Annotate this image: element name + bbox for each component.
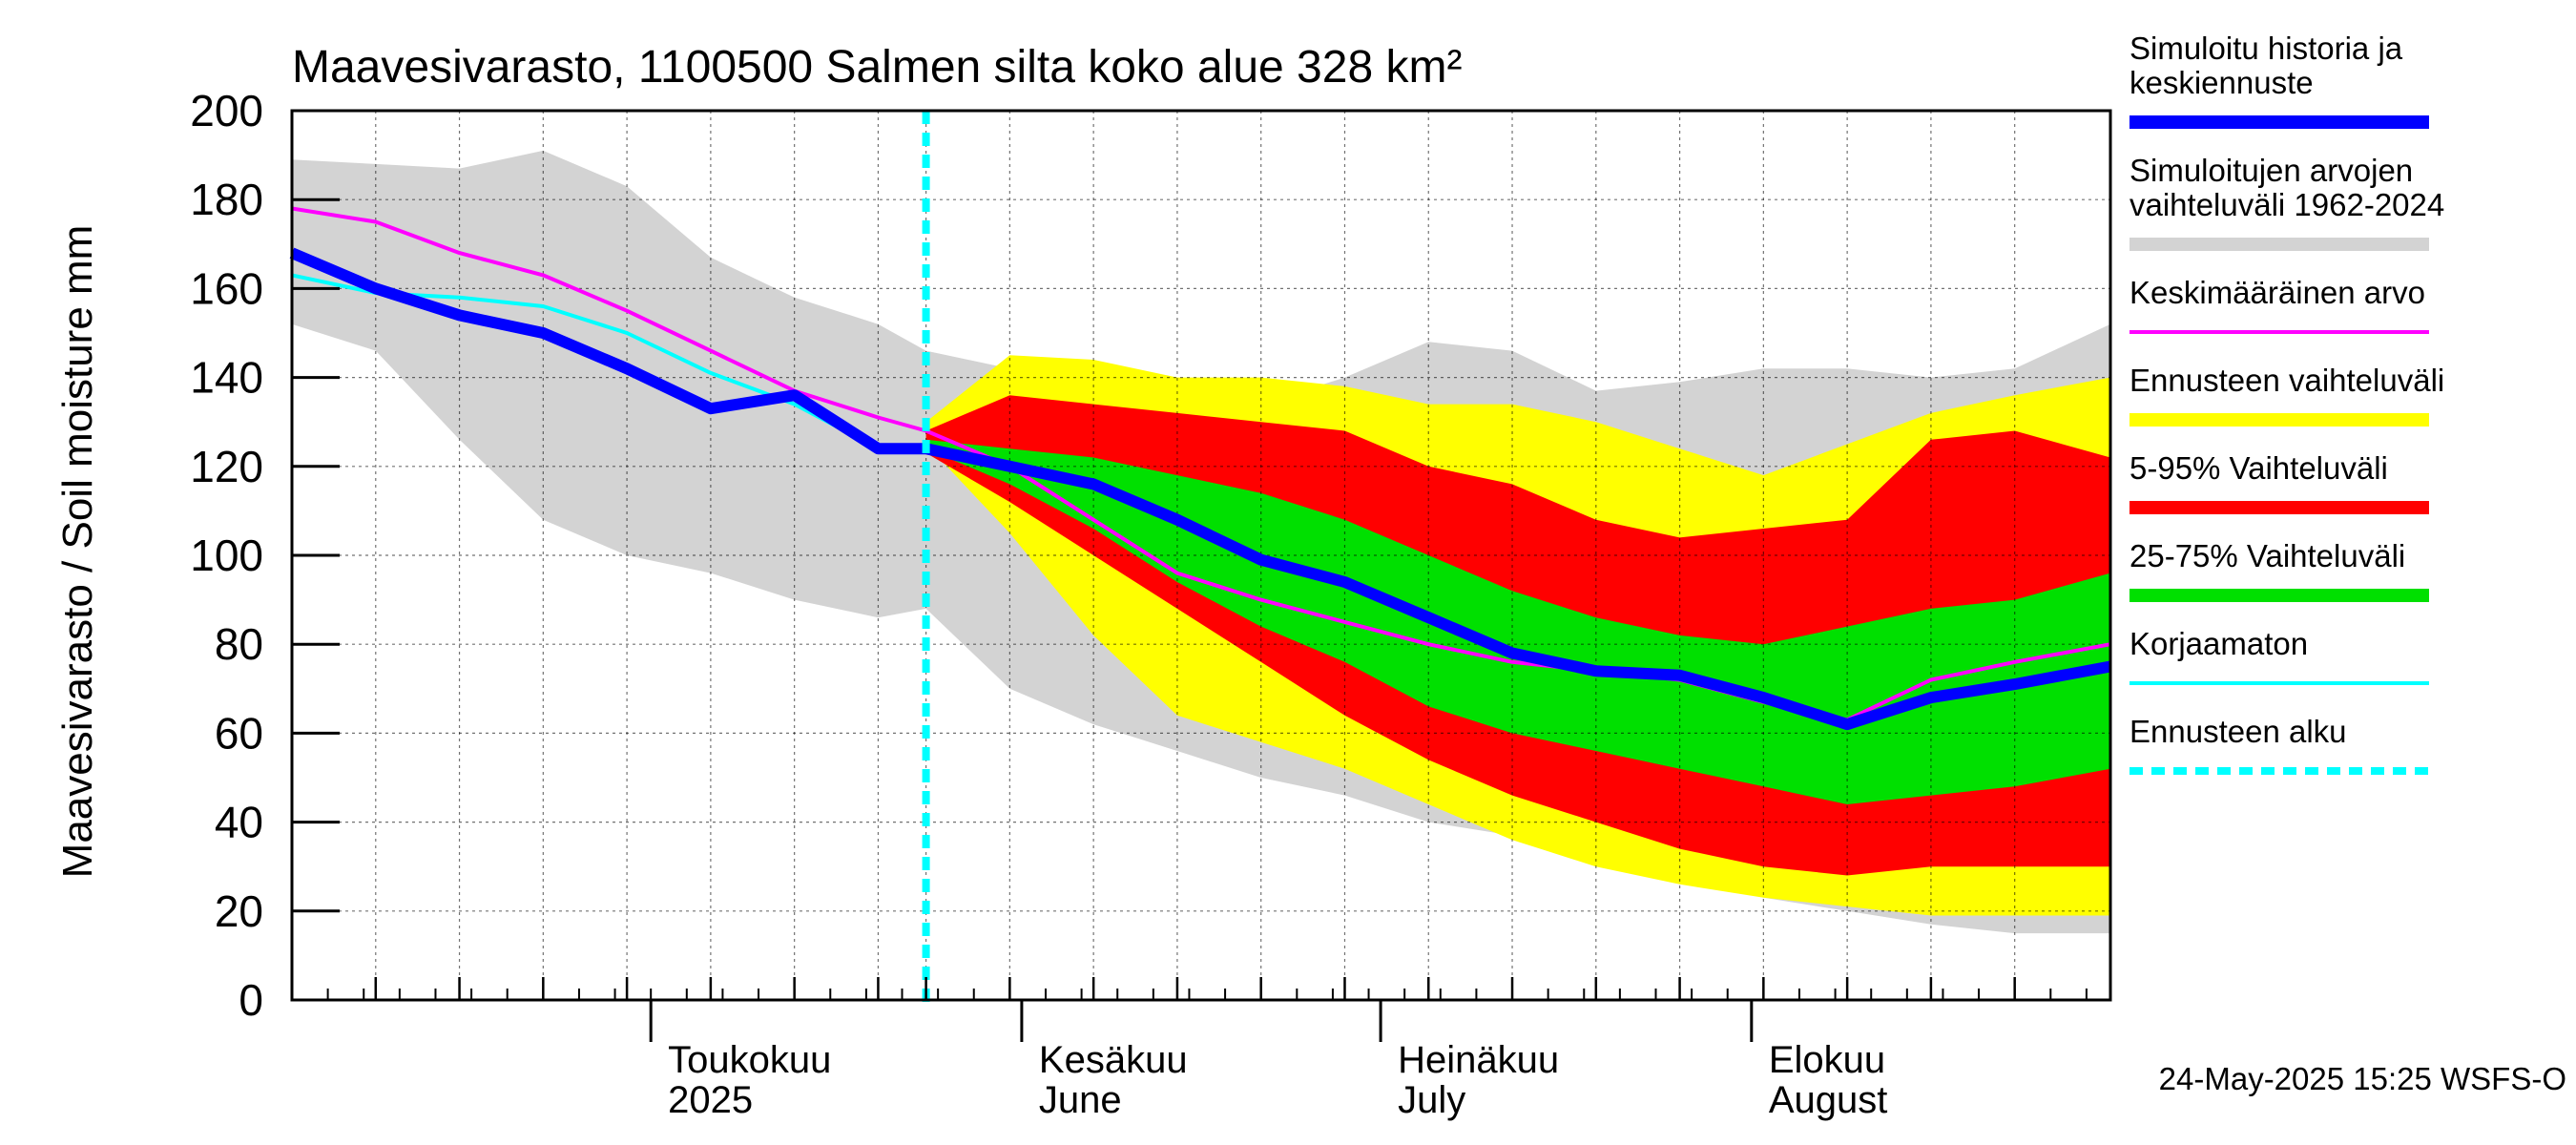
series-6-line	[289, 247, 2112, 731]
month-label-en: 2025	[668, 1079, 753, 1121]
y-tick-label: 60	[215, 708, 263, 758]
legend-label: Ennusteen vaihteluväli	[2129, 363, 2444, 398]
grid	[291, 110, 2111, 1001]
legend-label: Simuloitu historia ja	[2129, 31, 2403, 66]
y-tick-label: 100	[190, 531, 263, 580]
y-tick-label: 80	[215, 619, 263, 669]
y-tick-label: 180	[190, 175, 263, 224]
legend-label: 5-95% Vaihteluväli	[2129, 450, 2388, 486]
y-tick-label: 20	[215, 886, 263, 936]
y-tick-label: 200	[190, 86, 263, 135]
y-tick-label: 0	[239, 975, 263, 1025]
month-label-en: June	[1039, 1079, 1122, 1121]
month-label-fi: Elokuu	[1769, 1039, 1885, 1081]
month-label-fi: Toukokuu	[668, 1039, 831, 1081]
legend-label: 25-75% Vaihteluväli	[2129, 538, 2405, 573]
timestamp: 24-May-2025 15:25 WSFS-O	[2159, 1061, 2566, 1096]
legend-label: Ennusteen alku	[2129, 714, 2347, 749]
legend-label: Keskimääräinen arvo	[2129, 275, 2425, 310]
y-tick-label: 160	[190, 263, 263, 313]
legend-label: Korjaamaton	[2129, 626, 2308, 661]
y-tick-label: 40	[215, 798, 263, 847]
month-label-en: July	[1398, 1079, 1465, 1121]
y-tick-label: 140	[190, 353, 263, 403]
legend-label: vaihteluväli 1962-2024	[2129, 187, 2444, 222]
month-label-en: August	[1769, 1079, 1888, 1121]
legend-label: keskiennuste	[2129, 65, 2314, 100]
month-label-fi: Heinäkuu	[1398, 1039, 1559, 1081]
y-tick-label: 120	[190, 442, 263, 491]
y-axis-label: Maavesivarasto / Soil moisture mm	[54, 225, 101, 879]
legend-label: Simuloitujen arvojen	[2129, 153, 2413, 188]
chart-title: Maavesivarasto, 1100500 Salmen silta kok…	[292, 42, 1462, 93]
month-label-fi: Kesäkuu	[1039, 1039, 1188, 1081]
